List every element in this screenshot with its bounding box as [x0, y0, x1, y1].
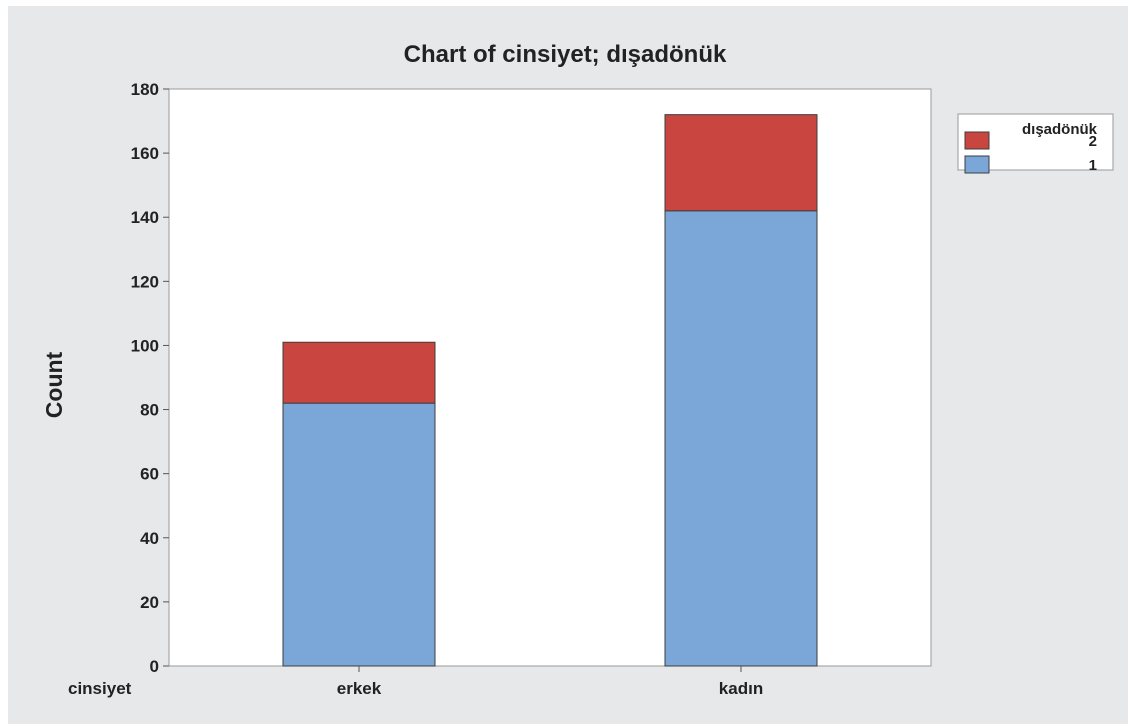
- y-tick-label: 160: [131, 144, 159, 163]
- y-tick-label: 20: [140, 593, 159, 612]
- legend-entries: 21: [964, 131, 1097, 174]
- y-axis-title: Count: [41, 351, 67, 418]
- legend-label-2: 2: [1089, 133, 1097, 150]
- legend: dışadönük 21: [957, 113, 1114, 174]
- legend-title: dışadönük: [1022, 121, 1098, 138]
- y-tick-label: 40: [140, 529, 159, 548]
- y-tick-label: 140: [131, 208, 159, 227]
- x-axis-title: cinsiyet: [68, 679, 132, 698]
- x-axis: erkek kadın: [337, 666, 763, 698]
- y-tick-label: 0: [150, 657, 159, 676]
- x-tick-label: kadın: [719, 679, 763, 698]
- x-tick-label: erkek: [337, 679, 382, 698]
- y-tick-label: 60: [140, 465, 159, 484]
- bar-kadın-series-1: [664, 210, 818, 667]
- y-tick-label: 120: [131, 272, 159, 291]
- y-tick-label: 80: [140, 401, 159, 420]
- bar-erkek-series-2: [282, 341, 436, 404]
- bar-erkek-series-1: [282, 402, 436, 667]
- y-tick-label: 100: [131, 336, 159, 355]
- y-tick-label: 180: [131, 80, 159, 99]
- legend-swatch-1: [964, 155, 990, 174]
- chart-title: Chart of cinsiyet; dışadönük: [404, 41, 727, 68]
- y-axis: 0 20 40 60 80 100 120 140 160 180: [131, 80, 169, 676]
- bar-kadın-series-2: [664, 114, 818, 212]
- legend-label-1: 1: [1089, 157, 1097, 174]
- bars: [282, 114, 818, 667]
- legend-swatch-2: [964, 131, 990, 150]
